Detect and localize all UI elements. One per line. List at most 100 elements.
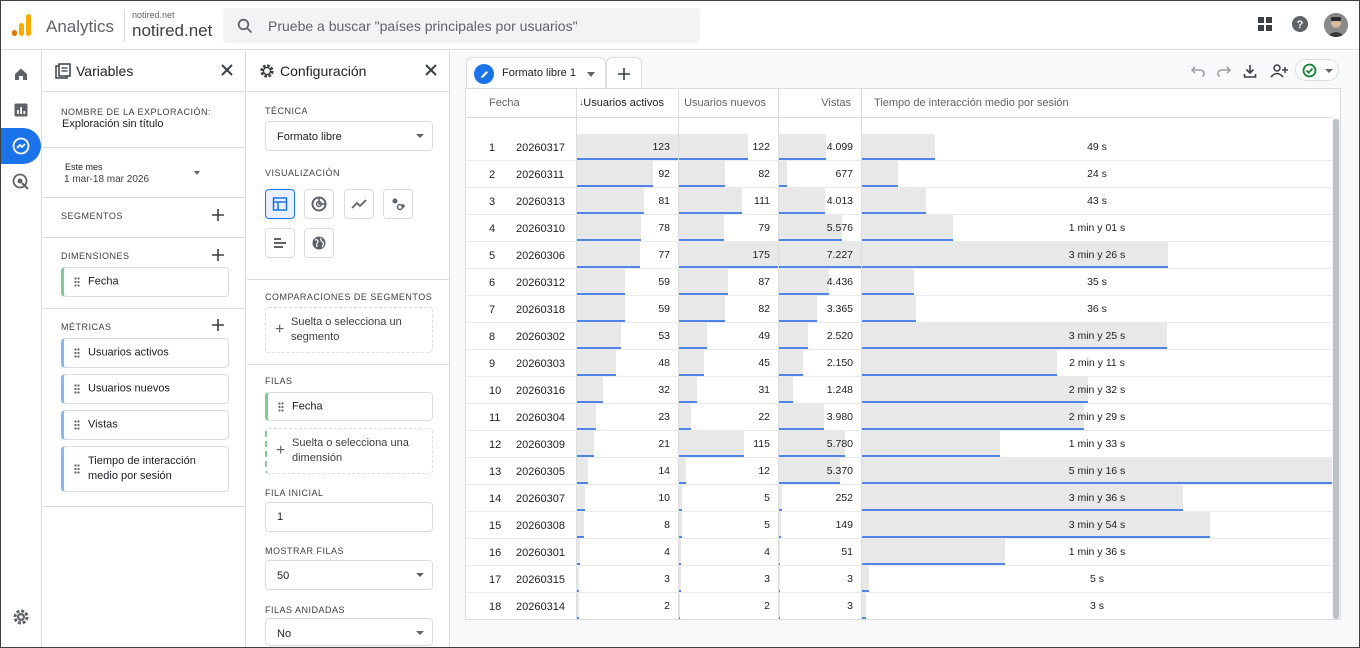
dimension-label: Fecha: [88, 275, 119, 288]
nav-admin[interactable]: [1, 599, 41, 635]
exploration-name[interactable]: Exploración sin título: [62, 118, 164, 130]
cell-bar: [679, 377, 697, 401]
account-name[interactable]: notired.net: [132, 10, 175, 20]
cell-bar-line: [577, 185, 653, 187]
close-configuration-button[interactable]: [424, 63, 440, 79]
cell-fecha: 20260316: [516, 385, 565, 397]
cell-bar-line: [679, 536, 682, 538]
cell-bar: [679, 134, 748, 158]
edit-pencil-icon[interactable]: [474, 64, 494, 84]
visualization-donut-button[interactable]: [304, 189, 334, 219]
apps-grid-icon[interactable]: [1256, 15, 1276, 35]
cell-new: 115: [679, 431, 778, 458]
row-index: 1: [489, 142, 496, 154]
visualization-line-button[interactable]: [344, 189, 374, 219]
divider: [247, 279, 450, 280]
table-row[interactable]: 15 20260308 8 5 149 3 min y 54 s: [466, 512, 1332, 539]
dimension-chip[interactable]: Fecha: [61, 267, 229, 297]
visualization-table-button[interactable]: [265, 189, 295, 219]
column-header-usuarios-nuevos[interactable]: Usuarios nuevos: [678, 89, 778, 118]
user-avatar[interactable]: [1324, 13, 1348, 37]
cell-bar: [779, 296, 817, 320]
cell-active: 78: [577, 215, 678, 242]
cell-active: 59: [577, 269, 678, 296]
table-row[interactable]: 12 20260309 21 115 5.780 1 min y 33 s: [466, 431, 1332, 458]
add-tab-button[interactable]: [606, 57, 642, 89]
cell-bar-line: [679, 563, 681, 565]
table-row[interactable]: 10 20260316 32 31 1.248 2 min y 32 s: [466, 377, 1332, 404]
cell-bar: [779, 161, 787, 185]
cell-fecha: 20260306: [516, 250, 565, 262]
nav-reports[interactable]: [1, 92, 41, 128]
table-row[interactable]: 7 20260318 59 82 3.365 36 s: [466, 296, 1332, 323]
visualization-scatter-button[interactable]: [383, 189, 413, 219]
cell-bar: [862, 296, 916, 320]
table-row[interactable]: 13 20260305 14 12 5.370 5 min y 16 s: [466, 458, 1332, 485]
date-range-value[interactable]: 1 mar-18 mar 2026: [64, 174, 150, 185]
table-row[interactable]: 16 20260301 4 4 51 1 min y 36 s: [466, 539, 1332, 566]
metric-chip[interactable]: Vistas: [61, 410, 229, 440]
chevron-down-icon[interactable]: [587, 72, 595, 77]
share-button[interactable]: [1268, 62, 1290, 80]
scrollbar-thumb[interactable]: [1333, 119, 1339, 619]
help-icon[interactable]: ?: [1291, 15, 1311, 35]
cell-bar: [679, 458, 686, 482]
nav-explore[interactable]: [1, 128, 41, 164]
search-bar[interactable]: [223, 8, 700, 43]
status-dropdown[interactable]: [1295, 59, 1339, 81]
visualization-geo-button[interactable]: [304, 228, 334, 258]
cell-time: 5 s: [862, 566, 1332, 593]
table-row[interactable]: 18 20260314 2 2 3 3 s: [466, 593, 1332, 619]
show-rows-select[interactable]: 50: [265, 560, 433, 590]
date-range-dropdown-icon[interactable]: [194, 171, 200, 175]
add-segment-icon[interactable]: [211, 208, 225, 222]
download-button[interactable]: [1241, 62, 1259, 80]
table-row[interactable]: 2 20260311 92 82 677 24 s: [466, 161, 1332, 188]
property-name[interactable]: notired.net: [132, 21, 213, 40]
column-header-vistas[interactable]: Vistas: [778, 89, 861, 118]
metric-chip[interactable]: Usuarios nuevos: [61, 374, 229, 404]
column-header-fecha[interactable]: Fecha: [466, 89, 576, 118]
cell-active: 14: [577, 458, 678, 485]
technique-select[interactable]: Formato libre: [265, 121, 433, 151]
visualization-bar-button[interactable]: [265, 228, 295, 258]
table-row[interactable]: 9 20260303 48 45 2.150 2 min y 11 s: [466, 350, 1332, 377]
nav-home[interactable]: [1, 56, 41, 92]
metric-chip[interactable]: Usuarios activos: [61, 338, 229, 368]
search-input[interactable]: [268, 8, 688, 43]
cell-fecha: 20260313: [516, 196, 565, 208]
redo-button[interactable]: [1215, 62, 1233, 80]
table-row[interactable]: 5 20260306 77 175 7.227 3 min y 26 s: [466, 242, 1332, 269]
variables-panel: Variables NOMBRE DE LA EXPLORACIÓN: Expl…: [43, 51, 246, 647]
cell-bar-line: [779, 293, 829, 295]
add-metric-icon[interactable]: [211, 318, 225, 332]
table-row[interactable]: 3 20260313 81 111 4.013 43 s: [466, 188, 1332, 215]
cell-bar: [679, 242, 778, 266]
table-row[interactable]: 8 20260302 53 49 2.520 3 min y 25 s: [466, 323, 1332, 350]
undo-button[interactable]: [1189, 62, 1207, 80]
nav-advertising[interactable]: [1, 164, 41, 200]
column-header-tiempo-interaccion[interactable]: Tiempo de interacción medio por sesión: [861, 89, 1332, 118]
table-row[interactable]: 14 20260307 10 5 252 3 min y 36 s: [466, 485, 1332, 512]
cell-bar-line: [679, 374, 704, 376]
column-header-usuarios-activos[interactable]: ↓Usuarios activos: [576, 89, 678, 118]
metric-chip[interactable]: Tiempo de interacción medio por sesión: [61, 446, 229, 492]
table-row[interactable]: 17 20260315 3 3 3 5 s: [466, 566, 1332, 593]
close-variables-button[interactable]: [220, 63, 236, 79]
table-row[interactable]: 4 20260310 78 79 5.576 1 min y 01 s: [466, 215, 1332, 242]
segment-dropzone[interactable]: + Suelta o selecciona un segmento: [265, 307, 433, 353]
table-row[interactable]: 11 20260304 23 22 3.980 2 min y 29 s: [466, 404, 1332, 431]
start-row-input[interactable]: [265, 502, 433, 532]
table-row[interactable]: 6 20260312 59 87 4.436 35 s: [466, 269, 1332, 296]
table-row[interactable]: 1 20260317 123 122 4.099 49 s: [466, 134, 1332, 161]
nested-rows-select[interactable]: No: [265, 618, 433, 646]
add-dimension-icon[interactable]: [211, 248, 225, 262]
row-dimension-chip[interactable]: Fecha: [265, 392, 433, 421]
divider: [43, 506, 246, 507]
row-dropzone[interactable]: + Suelta o selecciona una dimensión: [265, 428, 433, 474]
app-name: Analytics: [46, 17, 115, 36]
tab-formato-libre-1[interactable]: Formato libre 1: [466, 57, 606, 89]
cell-value: 36 s: [1087, 303, 1107, 315]
analytics-logo-icon[interactable]: [12, 14, 32, 36]
cell-active: 32: [577, 377, 678, 404]
